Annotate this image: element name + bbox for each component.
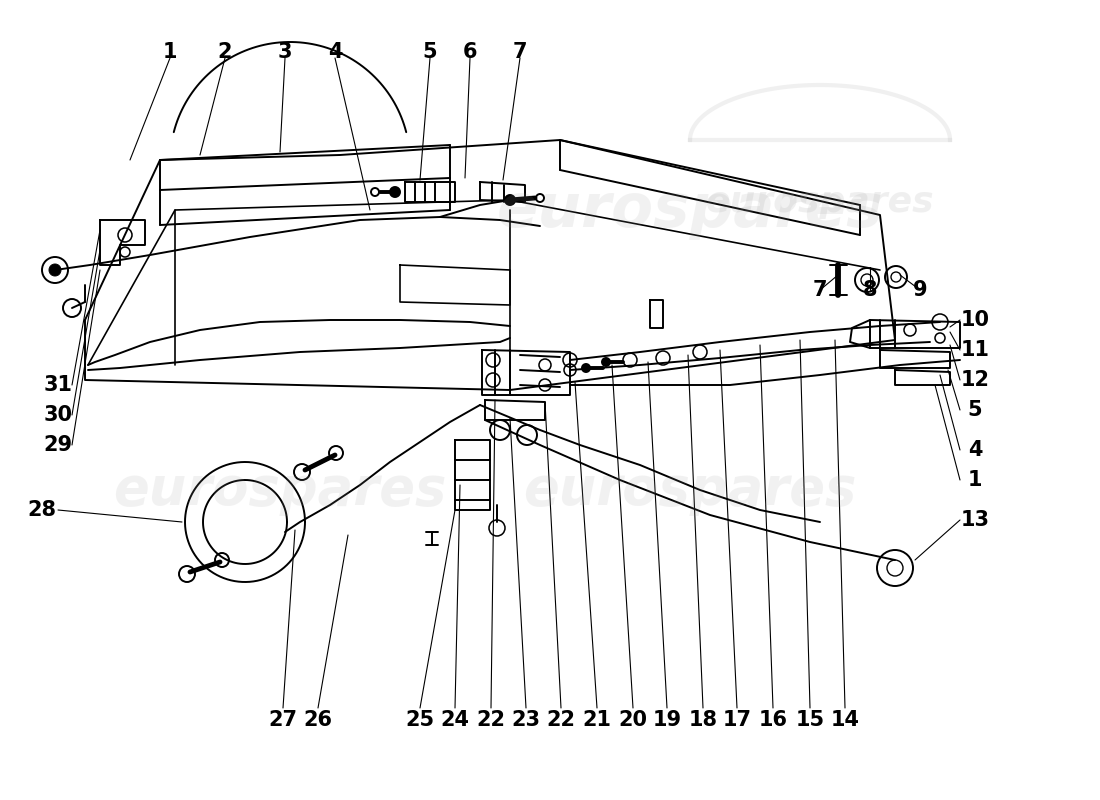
Text: 5: 5 <box>968 400 982 420</box>
Text: 19: 19 <box>652 710 682 730</box>
Text: 8: 8 <box>862 280 878 300</box>
Text: 31: 31 <box>44 375 73 395</box>
Text: 6: 6 <box>463 42 477 62</box>
Text: 10: 10 <box>960 310 990 330</box>
Text: 12: 12 <box>960 370 990 390</box>
Text: 22: 22 <box>547 710 575 730</box>
Text: 26: 26 <box>304 710 332 730</box>
Circle shape <box>582 364 590 372</box>
Circle shape <box>50 264 60 276</box>
Text: 27: 27 <box>268 710 297 730</box>
Text: 5: 5 <box>422 42 438 62</box>
Text: 9: 9 <box>913 280 927 300</box>
Text: 24: 24 <box>440 710 470 730</box>
Text: 25: 25 <box>406 710 434 730</box>
Circle shape <box>505 195 515 205</box>
Text: 23: 23 <box>512 710 540 730</box>
Text: 1: 1 <box>163 42 177 62</box>
Text: eurospares: eurospares <box>706 185 934 219</box>
Text: 29: 29 <box>43 435 73 455</box>
Text: 7: 7 <box>813 280 827 300</box>
Text: 14: 14 <box>830 710 859 730</box>
Text: 2: 2 <box>218 42 232 62</box>
Text: 30: 30 <box>44 405 73 425</box>
Text: 21: 21 <box>583 710 612 730</box>
Text: 28: 28 <box>28 500 56 520</box>
Text: 13: 13 <box>960 510 990 530</box>
Text: 20: 20 <box>618 710 648 730</box>
Text: eurospares: eurospares <box>497 181 883 239</box>
Text: 3: 3 <box>277 42 293 62</box>
Text: 16: 16 <box>759 710 788 730</box>
Text: 4: 4 <box>328 42 342 62</box>
Text: 1: 1 <box>968 470 982 490</box>
Text: 22: 22 <box>476 710 506 730</box>
Text: 4: 4 <box>968 440 982 460</box>
Text: eurospares: eurospares <box>113 464 447 516</box>
Text: 15: 15 <box>795 710 825 730</box>
Circle shape <box>390 187 400 197</box>
Text: 18: 18 <box>689 710 717 730</box>
Text: eurospares: eurospares <box>524 464 857 516</box>
Text: 7: 7 <box>513 42 527 62</box>
Circle shape <box>602 358 610 366</box>
Text: 11: 11 <box>960 340 990 360</box>
Text: 17: 17 <box>723 710 751 730</box>
